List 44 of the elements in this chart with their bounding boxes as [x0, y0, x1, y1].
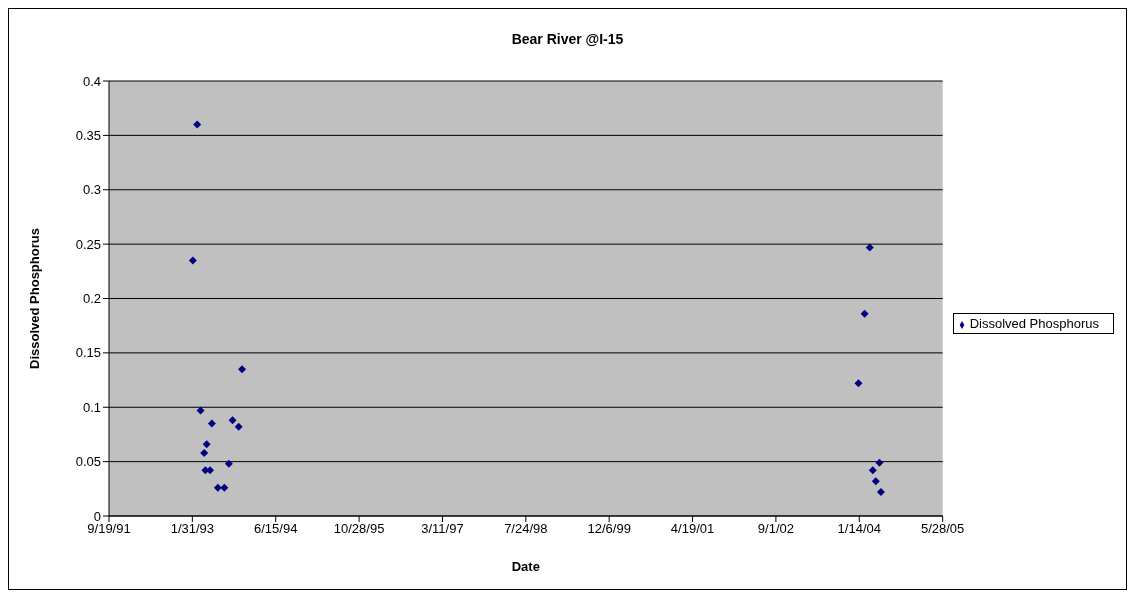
y-tick-label: 0.2: [82, 291, 101, 307]
y-tick-label: 0.4: [82, 73, 101, 89]
y-tick-label: 0.35: [75, 127, 101, 143]
point: [860, 309, 869, 318]
x-axis-title: Date: [511, 559, 540, 574]
point: [865, 243, 874, 252]
point: [207, 419, 216, 428]
x-tick-label: 1/14/04: [837, 521, 881, 537]
y-axis-title: Dissolved Phosphorus: [26, 228, 42, 369]
y-tick-label: 0.15: [75, 345, 101, 361]
x-tick-label: 1/31/93: [170, 521, 215, 537]
y-tick-label: 0: [93, 508, 101, 524]
x-tick-label: 9/1/02: [757, 521, 794, 537]
x-tick-label: 12/6/99: [587, 521, 631, 537]
x-tick-label: 7/24/98: [504, 521, 548, 537]
y-tick-label: 0.1: [82, 399, 101, 415]
x-tick-label: 6/15/94: [254, 521, 298, 537]
point: [876, 488, 885, 497]
point: [196, 406, 205, 415]
x-tick-label: 10/28/95: [333, 521, 385, 537]
chart-title: Bear River @I-15: [510, 30, 625, 49]
point: [875, 458, 884, 467]
point: [202, 440, 211, 449]
point: [193, 120, 202, 129]
point: [224, 459, 233, 468]
point: [871, 477, 880, 486]
point: [200, 448, 209, 457]
x-tick-label: 4/19/01: [670, 521, 715, 537]
y-tick-label: 0.25: [75, 236, 101, 252]
point: [228, 416, 237, 425]
point: [238, 365, 247, 374]
y-tick-label: 0.05: [75, 454, 101, 470]
point: [188, 256, 197, 265]
x-tick-label: 3/11/97: [421, 521, 464, 537]
point: [220, 483, 229, 492]
x-tick-label: 5/28/05: [920, 521, 965, 537]
point: [854, 379, 863, 388]
y-tick-label: 0.3: [82, 182, 101, 198]
legend-label: Dissolved Phosphorus: [969, 316, 1099, 331]
x-tick-label: 9/19/91: [87, 521, 131, 537]
point: [213, 483, 222, 492]
point: [206, 466, 215, 475]
point: [868, 466, 877, 475]
point: [234, 422, 243, 431]
